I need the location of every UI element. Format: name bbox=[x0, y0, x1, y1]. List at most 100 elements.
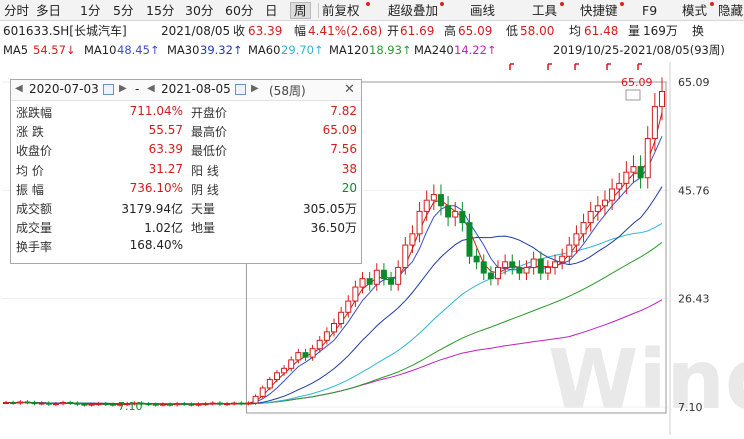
candle-body bbox=[202, 403, 209, 406]
candle-body bbox=[637, 166, 644, 179]
candle-body bbox=[74, 402, 81, 405]
close-value: 63.39 bbox=[248, 24, 283, 38]
start-date-field[interactable]: 2020-07-03 bbox=[29, 82, 99, 96]
candle-body bbox=[124, 403, 131, 406]
candle-body bbox=[102, 403, 109, 406]
candle-body bbox=[651, 106, 658, 140]
ma10-value: 48.45↑ bbox=[117, 43, 160, 57]
candle-body bbox=[288, 359, 295, 369]
candle-body bbox=[409, 233, 416, 246]
candle-body bbox=[537, 258, 544, 274]
candle-body bbox=[495, 266, 501, 280]
tab-weekly[interactable]: 周 bbox=[290, 2, 311, 19]
ma10-label: MA10 bbox=[84, 43, 117, 57]
tab-60min[interactable]: 60分 bbox=[225, 3, 254, 18]
tab-intraday[interactable]: 分时 bbox=[4, 3, 30, 18]
stat-value: 20 bbox=[341, 180, 357, 195]
triangle-right-icon[interactable]: ▶ bbox=[251, 83, 259, 94]
tab-30min[interactable]: 30分 bbox=[185, 3, 214, 18]
low-label: 低 bbox=[506, 24, 519, 38]
triangle-left-icon[interactable]: ◀ bbox=[15, 83, 23, 94]
candle-body bbox=[24, 401, 31, 404]
candle-body bbox=[323, 331, 330, 341]
tab-daily[interactable]: 日 bbox=[265, 3, 278, 18]
candle-body bbox=[309, 348, 316, 358]
candle-body bbox=[259, 387, 266, 397]
ma30-line bbox=[5, 186, 663, 405]
tab-1min[interactable]: 1分 bbox=[80, 3, 101, 18]
ma60-value: 29.70↑ bbox=[281, 43, 324, 57]
stat-value: 55.57 bbox=[148, 123, 183, 138]
candle-body bbox=[224, 403, 231, 406]
stat-value: 38 bbox=[341, 161, 357, 176]
stat-label: 收盘价 bbox=[16, 144, 53, 159]
stat-label: 成交额 bbox=[16, 202, 53, 216]
candle-body bbox=[502, 261, 509, 268]
candle-body bbox=[145, 403, 152, 406]
volume-label: 量 bbox=[628, 24, 641, 38]
candle-body bbox=[437, 194, 444, 207]
adjust-forward-button[interactable]: 前复权 bbox=[322, 2, 370, 19]
candle-body bbox=[60, 402, 67, 405]
top-marker-icon bbox=[574, 63, 579, 70]
stat-label: 涨 跌 bbox=[16, 125, 44, 140]
candle-body bbox=[559, 255, 566, 263]
ma-legend-line: MA5 54.57↓ MA10 48.45↑ MA30 39.32↑ MA60 … bbox=[0, 41, 744, 59]
tab-15min[interactable]: 15分 bbox=[146, 3, 175, 18]
shortcut-button[interactable]: 快捷键 bbox=[580, 2, 624, 19]
close-icon[interactable]: ✕ bbox=[344, 82, 355, 97]
candle-body bbox=[195, 403, 202, 406]
candle-body bbox=[245, 402, 252, 405]
candle-body bbox=[174, 403, 181, 406]
hide-button[interactable]: 隐藏 bbox=[718, 3, 744, 18]
stat-label: 最高价 bbox=[191, 125, 228, 140]
candle-body bbox=[530, 258, 537, 268]
stat-value: 65.09 bbox=[322, 123, 357, 138]
candle-body bbox=[452, 210, 459, 218]
open-label: 开 bbox=[387, 24, 400, 38]
kline-chart[interactable]: Wind 65.09 45.76 26.43 7.10 65.09 7.10 bbox=[0, 62, 744, 435]
ma240-value: 14.22↑ bbox=[454, 43, 497, 57]
candle-body bbox=[659, 91, 665, 108]
candle-body bbox=[266, 379, 273, 389]
stat-value: 7.56 bbox=[330, 142, 357, 157]
high-price-label: 65.09 bbox=[621, 76, 653, 89]
stat-value: 3179.94亿 bbox=[121, 202, 183, 216]
stat-value: 63.39 bbox=[148, 142, 183, 157]
candle-body bbox=[487, 272, 494, 280]
security-name: 601633.SH[长城汽车] bbox=[3, 24, 127, 38]
open-value: 61.69 bbox=[400, 24, 435, 38]
mode-button[interactable]: 模式 bbox=[682, 2, 714, 19]
high-label: 高 bbox=[444, 24, 457, 38]
interval-stats-panel[interactable]: ◀ 2020-07-03 ▶ - ◀ 2021-08-05 ▶ (58周) ✕ … bbox=[10, 79, 362, 264]
tools-label: 工具 bbox=[532, 3, 558, 18]
stat-value: 168.40% bbox=[129, 238, 183, 253]
draw-line-button[interactable]: 画线 bbox=[470, 3, 496, 18]
triangle-left-icon[interactable]: ◀ bbox=[147, 83, 155, 94]
dropdown-dot-icon bbox=[366, 2, 370, 6]
high-value: 65.09 bbox=[458, 24, 493, 38]
turnover-label: 换 bbox=[692, 24, 705, 38]
low-value: 58.00 bbox=[520, 24, 555, 38]
ma120-value: 18.93↑ bbox=[369, 43, 412, 57]
candle-body bbox=[594, 205, 601, 212]
f9-button[interactable]: F9 bbox=[642, 3, 658, 18]
stat-value: 7.82 bbox=[330, 104, 357, 118]
tab-5min[interactable]: 5分 bbox=[113, 3, 134, 18]
avg-value: 61.48 bbox=[584, 24, 619, 38]
stat-value: 36.50万 bbox=[310, 221, 357, 236]
tools-button[interactable]: 工具 bbox=[532, 2, 564, 19]
candle-body bbox=[81, 403, 88, 406]
candle-body bbox=[445, 205, 452, 218]
calendar-icon[interactable] bbox=[103, 84, 114, 95]
tab-multi-day[interactable]: 多日 bbox=[36, 3, 62, 18]
candle-body bbox=[152, 403, 159, 406]
super-overlay-button[interactable]: 超级叠加 bbox=[388, 2, 444, 19]
candle-body bbox=[238, 402, 245, 405]
calendar-icon[interactable] bbox=[235, 84, 246, 95]
candle-body bbox=[345, 300, 352, 313]
candle-body bbox=[181, 403, 188, 406]
end-date-field[interactable]: 2021-08-05 bbox=[161, 82, 231, 96]
triangle-right-icon[interactable]: ▶ bbox=[119, 83, 127, 94]
candle-body bbox=[331, 322, 337, 333]
